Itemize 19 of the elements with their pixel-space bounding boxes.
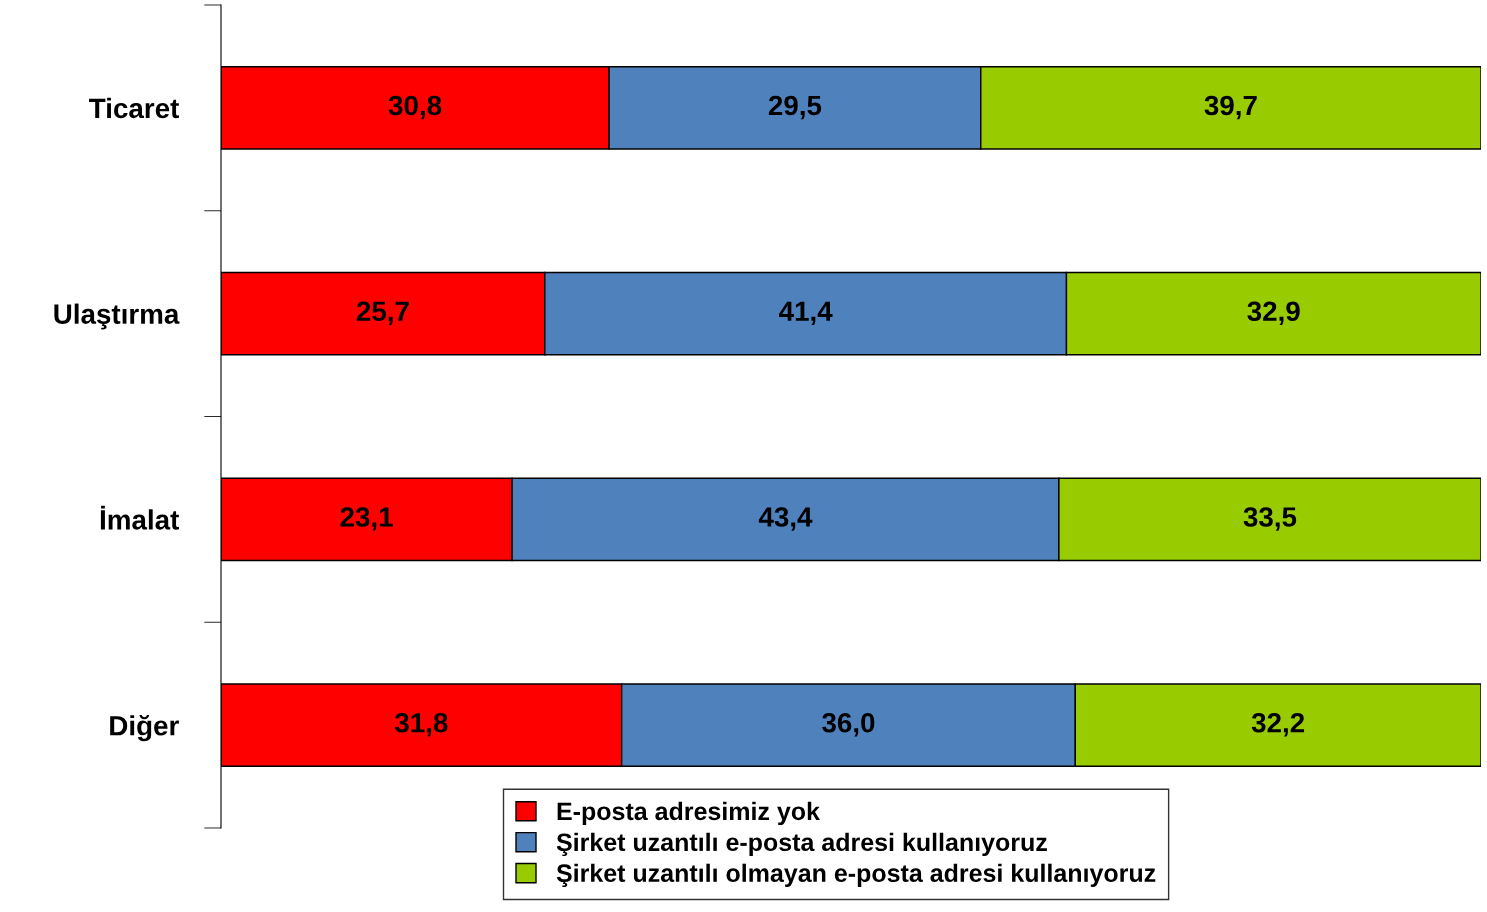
y-tick-label: Ulaştırma	[54, 303, 180, 330]
y-tick-label: Ticaret	[89, 97, 179, 119]
data-label: 25,7	[356, 301, 409, 326]
data-label: 31,8	[394, 712, 448, 737]
y-tick-label: İmalat	[100, 505, 179, 530]
data-label: 41,4	[779, 301, 833, 326]
data-label: 33,5	[1243, 507, 1297, 531]
y-tick-label: Diğer	[110, 714, 179, 742]
data-label: 39,7	[1204, 95, 1257, 120]
data-label: 36,0	[822, 712, 875, 737]
legend-label: Şirket uzantılı e-posta adresi kullanıyoruz	[556, 832, 1047, 857]
legend-label: Şirket uzantılı olmayan e-posta adresi kullanıyoruz	[556, 863, 1156, 887]
data-label: 32,2	[1251, 712, 1305, 737]
data-label: 32,9	[1247, 301, 1300, 326]
data-label: 23,1	[340, 507, 393, 531]
data-label: 30,8	[388, 95, 442, 120]
data-label: 43,4	[758, 507, 813, 531]
data-label: 29,5	[768, 95, 822, 120]
legend-label: E-posta adresimiz yok	[557, 801, 820, 826]
